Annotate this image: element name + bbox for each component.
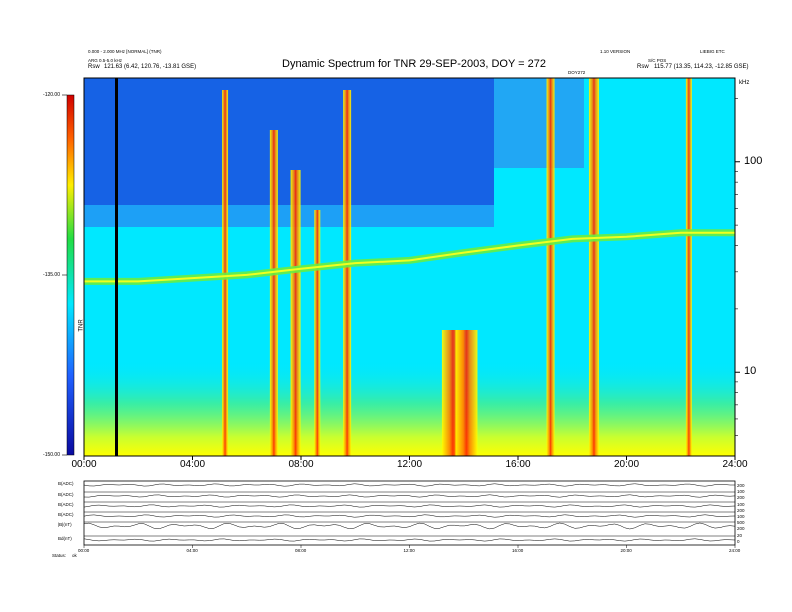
mid-band	[84, 205, 494, 227]
subpanel-trace-2	[83, 504, 736, 508]
subpanel-x-tick-label: 16:00	[512, 548, 524, 553]
subpanel-trace-0	[83, 483, 735, 487]
data-gap-line	[115, 78, 118, 456]
burst-9	[685, 78, 692, 456]
y-unit: kHz	[739, 80, 750, 86]
subpanel-right-tick: 200	[737, 526, 745, 532]
plasma-line-core	[84, 231, 735, 283]
header-version: 1.10 VERSION	[600, 49, 631, 54]
subpanel-label: Bd(nT)	[58, 536, 72, 541]
subpanel-right-tick: 200	[737, 507, 745, 513]
subpanel-label: |B|(nT)	[58, 522, 72, 527]
header-rsw-right-value: 115.77 (13.35, 114.23, -12.85 GSE)	[654, 64, 749, 70]
subpanel-right-tick: 100	[737, 501, 745, 507]
burst-7	[546, 78, 555, 456]
subpanel-right-tick: 20	[737, 532, 743, 538]
subpanel-x-tick-label: 04:00	[186, 548, 198, 553]
burst-6	[455, 330, 478, 456]
subpanel-trace-1	[83, 494, 736, 498]
subpanel-right-tick: 100	[737, 514, 745, 519]
colorbar-label: TNR	[78, 319, 85, 332]
subpanel-label: B(ADC)	[58, 512, 74, 517]
subpanel-right-tick: 200	[737, 483, 745, 488]
header-info-line1: 0.000 - 2.000 MHz [NORMAL] (TNR)	[88, 49, 162, 54]
subpanel-trace-4	[83, 522, 736, 530]
upper-mid-band	[494, 78, 584, 168]
x-tick-label: 08:00	[288, 459, 314, 470]
doy-marker: DOY272	[568, 70, 586, 75]
colorbar-tick-label: -150.00	[43, 452, 60, 458]
header-author: LIEBIG ETC	[700, 49, 725, 54]
subpanel-label: B(ADC)	[58, 481, 74, 486]
subpanel-x-tick-label: 08:00	[295, 548, 307, 553]
header-info-line2: ARG 0.5-5.0 kHz	[88, 58, 123, 63]
y-tick-label: 10	[744, 365, 757, 378]
burst-1	[269, 130, 278, 456]
burst-8	[588, 78, 599, 456]
subpanel-right-tick: 100	[737, 489, 745, 495]
burst-2	[290, 170, 301, 456]
upper-low-intensity-band	[84, 78, 494, 205]
colorbar-tick-label: -135.00	[43, 272, 60, 278]
subpanel-label: B(ADC)	[58, 502, 74, 507]
x-tick-label: 00:00	[71, 459, 97, 470]
subpanel-x-tick-label: 00:00	[78, 548, 90, 553]
header-rsw-left-value: 121.63 (6.42, 120.76, -13.81 GSE)	[104, 64, 197, 70]
subpanel-right-tick: 200	[737, 495, 745, 501]
colorbar	[66, 94, 75, 456]
footer-status-value: ok	[72, 553, 77, 558]
subpanel-frame	[83, 480, 736, 546]
subpanel-x-tick-label: 20:00	[620, 548, 632, 553]
burst-3	[314, 210, 321, 456]
footer-status-label: Status:	[52, 553, 67, 558]
x-tick-label: 04:00	[179, 459, 206, 470]
colorbar-tick-label: -120.00	[43, 92, 60, 98]
subpanel-trace-5	[83, 538, 736, 542]
subpanel-trace-3	[83, 514, 736, 518]
y-tick-label: 100	[744, 154, 763, 167]
header-rsw-left-label: Rsw	[88, 64, 100, 70]
subpanel-right-tick: 0	[737, 538, 740, 544]
subpanel-right-tick: 500	[737, 520, 745, 526]
header-sc-pos: S/C POS	[648, 58, 667, 63]
header-rsw-right-label: Rsw	[637, 64, 649, 70]
x-tick-label: 12:00	[396, 459, 423, 470]
burst-4	[343, 90, 352, 456]
low-frequency-band	[84, 360, 735, 456]
x-tick-label: 20:00	[613, 459, 640, 470]
page-title: Dynamic Spectrum for TNR 29-SEP-2003, DO…	[282, 58, 547, 70]
subpanel-x-tick-label: 24:00	[729, 548, 741, 553]
x-tick-label: 24:00	[722, 459, 748, 470]
subpanel-label: B(ADC)	[58, 492, 74, 497]
spectrogram	[84, 78, 735, 456]
x-tick-label: 16:00	[505, 459, 531, 470]
subpanel-x-tick-label: 12:00	[403, 548, 415, 553]
